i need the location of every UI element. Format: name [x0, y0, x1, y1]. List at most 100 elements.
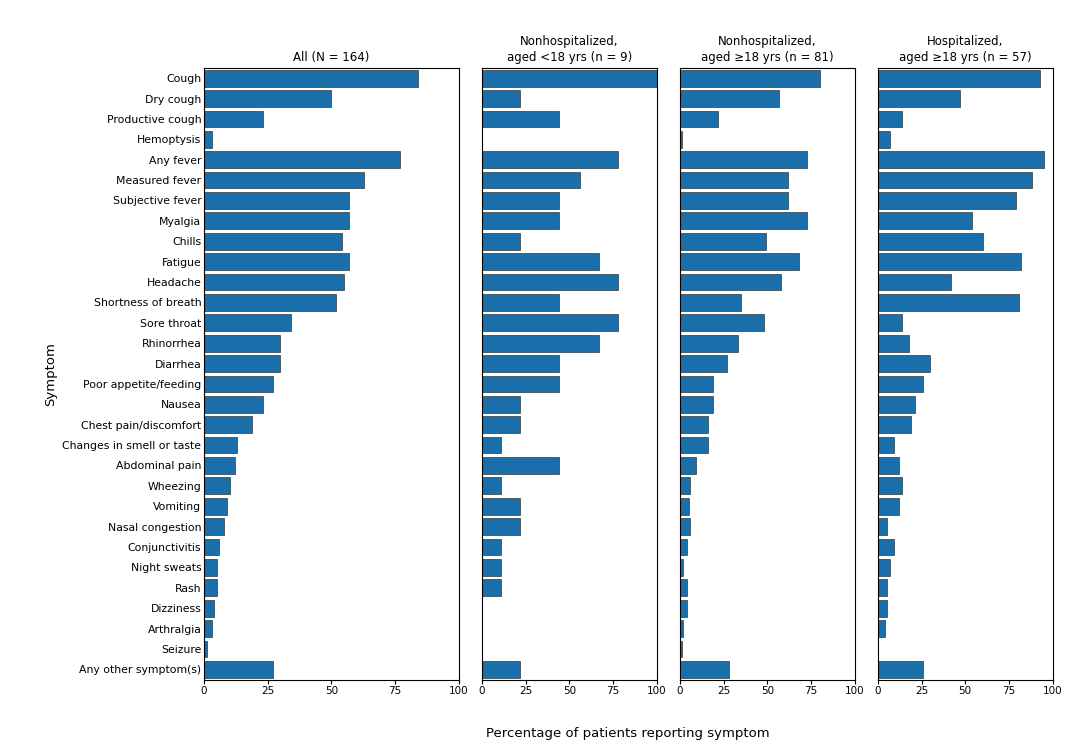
- Bar: [680, 538, 687, 556]
- Bar: [877, 171, 1031, 189]
- Bar: [482, 253, 599, 270]
- Bar: [877, 131, 890, 148]
- Bar: [204, 416, 252, 433]
- Bar: [482, 416, 521, 433]
- Bar: [680, 579, 687, 596]
- Bar: [482, 212, 558, 230]
- Bar: [482, 334, 599, 352]
- Bar: [204, 538, 219, 556]
- Bar: [482, 559, 502, 576]
- Bar: [482, 294, 558, 311]
- Bar: [680, 253, 799, 270]
- Bar: [204, 90, 332, 107]
- Bar: [204, 192, 349, 209]
- Bar: [877, 314, 902, 331]
- Bar: [482, 192, 558, 209]
- Bar: [482, 151, 619, 168]
- Bar: [680, 416, 708, 433]
- Bar: [680, 192, 788, 209]
- Bar: [680, 131, 682, 148]
- Bar: [877, 212, 972, 230]
- Bar: [877, 477, 902, 495]
- Bar: [204, 599, 214, 617]
- Bar: [204, 620, 212, 637]
- Bar: [877, 599, 887, 617]
- Bar: [204, 457, 234, 474]
- Bar: [680, 90, 780, 107]
- Bar: [877, 559, 890, 576]
- Bar: [877, 661, 924, 678]
- Bar: [680, 599, 687, 617]
- Bar: [877, 457, 899, 474]
- Bar: [482, 375, 558, 393]
- Bar: [482, 518, 521, 535]
- Bar: [204, 69, 418, 87]
- Bar: [877, 579, 887, 596]
- Bar: [482, 579, 502, 596]
- Bar: [680, 110, 719, 128]
- Bar: [204, 355, 280, 372]
- Bar: [204, 273, 344, 291]
- Bar: [680, 151, 808, 168]
- Y-axis label: Symptom: Symptom: [44, 342, 57, 405]
- Bar: [877, 192, 1016, 209]
- Bar: [877, 294, 1019, 311]
- Bar: [877, 253, 1021, 270]
- Bar: [680, 661, 729, 678]
- Bar: [680, 355, 727, 372]
- Bar: [680, 294, 741, 311]
- Bar: [204, 579, 217, 596]
- Bar: [680, 640, 682, 658]
- Bar: [680, 212, 808, 230]
- Bar: [877, 90, 960, 107]
- Bar: [877, 273, 952, 291]
- Bar: [204, 334, 280, 352]
- Bar: [680, 477, 691, 495]
- Bar: [877, 416, 911, 433]
- Bar: [680, 436, 708, 454]
- Bar: [482, 457, 558, 474]
- Bar: [204, 375, 273, 393]
- Title: Nonhospitalized,
aged ≥18 yrs (n = 81): Nonhospitalized, aged ≥18 yrs (n = 81): [701, 35, 833, 64]
- Bar: [680, 314, 764, 331]
- Bar: [680, 171, 788, 189]
- Bar: [204, 518, 224, 535]
- Bar: [482, 396, 521, 413]
- Bar: [204, 559, 217, 576]
- Bar: [877, 233, 983, 250]
- Bar: [680, 396, 713, 413]
- Bar: [877, 69, 1041, 87]
- Bar: [482, 90, 521, 107]
- Bar: [680, 273, 781, 291]
- Bar: [482, 436, 502, 454]
- Bar: [482, 538, 502, 556]
- Bar: [680, 69, 819, 87]
- Bar: [482, 110, 558, 128]
- Bar: [482, 171, 580, 189]
- Bar: [680, 559, 683, 576]
- Bar: [204, 661, 273, 678]
- Bar: [204, 498, 227, 515]
- Bar: [482, 233, 521, 250]
- Bar: [877, 436, 894, 454]
- Bar: [680, 620, 683, 637]
- Bar: [482, 69, 656, 87]
- Bar: [482, 498, 521, 515]
- Bar: [482, 661, 521, 678]
- Bar: [204, 253, 349, 270]
- Bar: [204, 294, 336, 311]
- Bar: [204, 212, 349, 230]
- Bar: [204, 233, 342, 250]
- Bar: [204, 396, 263, 413]
- Bar: [877, 375, 924, 393]
- Bar: [204, 640, 206, 658]
- Bar: [680, 518, 691, 535]
- Bar: [877, 620, 885, 637]
- Bar: [877, 538, 894, 556]
- Bar: [877, 396, 915, 413]
- Bar: [482, 477, 502, 495]
- Bar: [204, 131, 212, 148]
- Bar: [204, 314, 291, 331]
- Bar: [680, 457, 696, 474]
- Bar: [482, 273, 619, 291]
